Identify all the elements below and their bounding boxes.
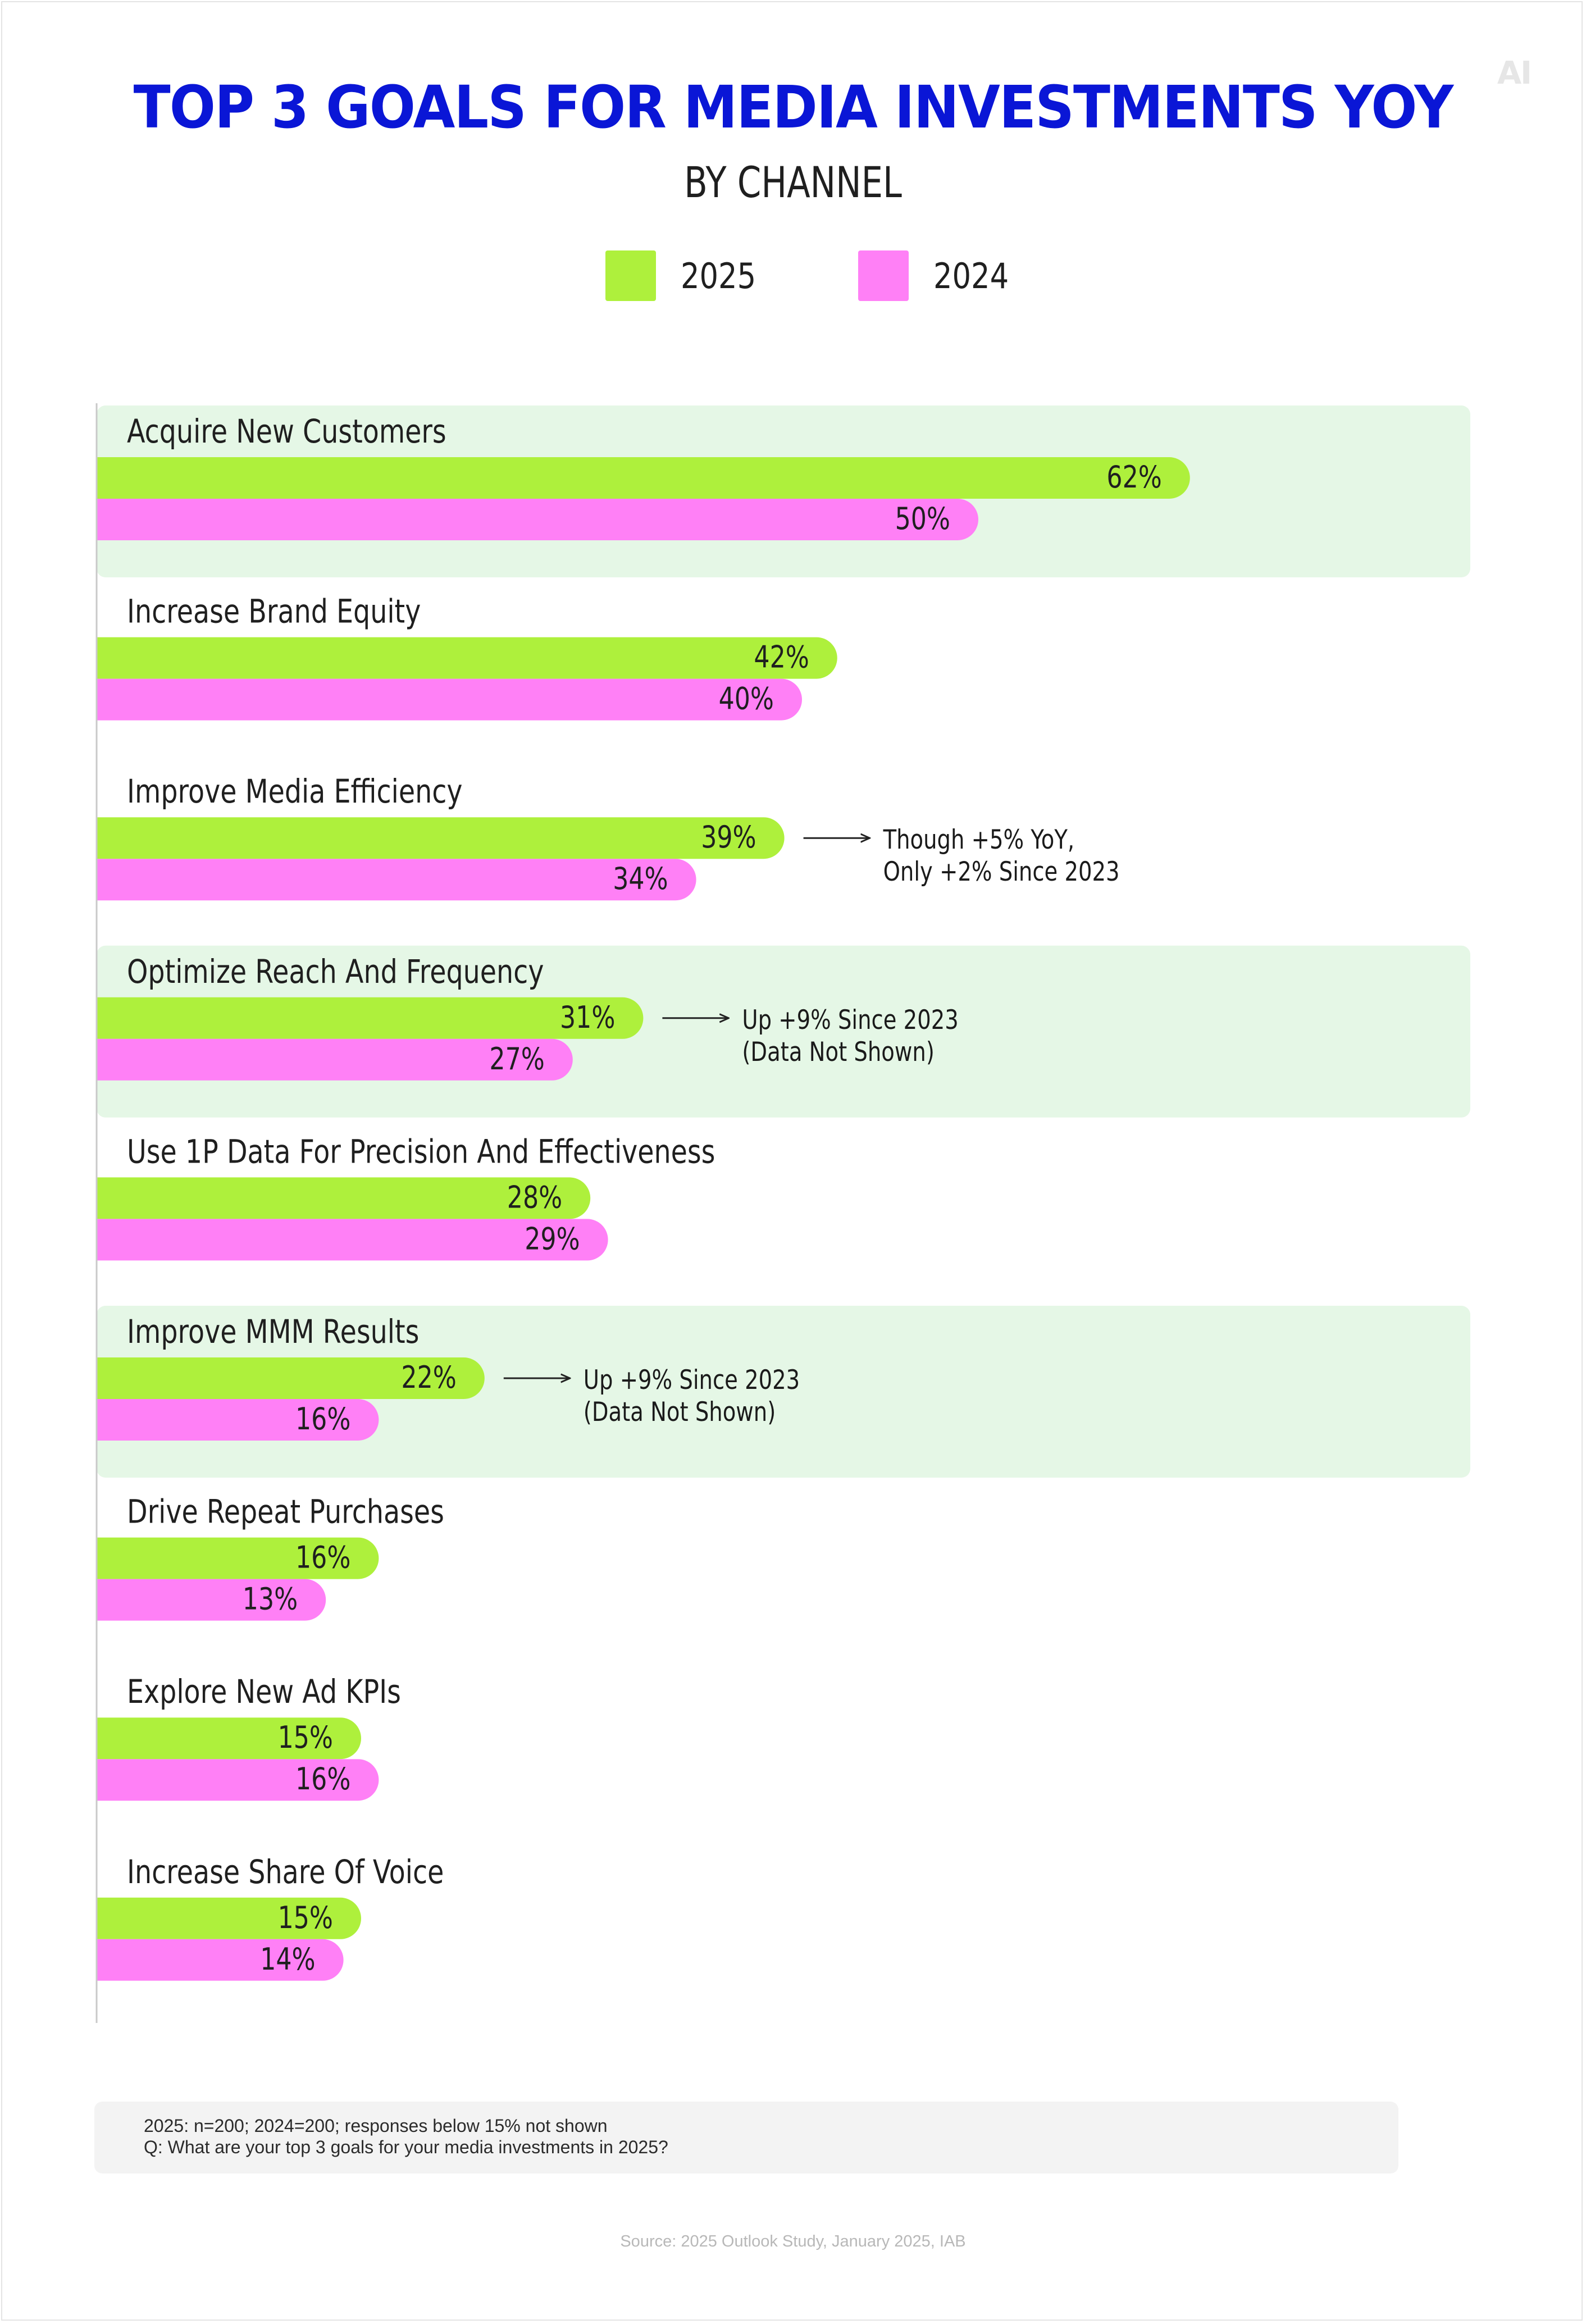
category-label-explore-new-ad-kpis: Explore New Ad KPIs — [127, 1673, 401, 1711]
value-label-2024-optimize-reach-and-frequency: 27% — [489, 1041, 544, 1076]
value-label-2024-use-1p-data-for-precision-and-effectiveness: 29% — [525, 1221, 580, 1256]
legend-swatch-2025 — [605, 250, 656, 301]
chart-subtitle: BY CHANNEL — [684, 157, 902, 207]
category-label-increase-brand-equity: Increase Brand Equity — [127, 593, 421, 631]
category-label-acquire-new-customers: Acquire New Customers — [127, 412, 446, 450]
annotation-1-line-1: Though +5% YoY, — [883, 825, 1074, 856]
value-label-2025-explore-new-ad-kpis: 15% — [278, 1720, 333, 1755]
bar-2025-improve-mmm-results — [97, 1357, 485, 1399]
category-label-improve-media-efficiency: Improve Media Efficiency — [127, 773, 462, 811]
source-note: Source: 2025 Outlook Study, January 2025… — [620, 2232, 966, 2250]
annotation-2-line-1: Up +9% Since 2023 — [742, 1005, 958, 1036]
bar-2024-drive-repeat-purchases — [97, 1579, 326, 1621]
value-label-2024-increase-brand-equity: 40% — [719, 681, 774, 716]
legend-item-2024: 2024 — [858, 250, 1022, 301]
value-label-2025-improve-mmm-results: 22% — [401, 1360, 456, 1395]
legend-item-2025: 2025 — [605, 250, 769, 301]
highlight-band-improve-mmm-results — [97, 1306, 1470, 1478]
bar-2024-improve-mmm-results — [97, 1399, 379, 1441]
legend-label-2025: 2025 — [681, 255, 756, 297]
bar-2025-use-1p-data-for-precision-and-effectiveness — [97, 1177, 591, 1219]
annotation-3-line-1: Up +9% Since 2023 — [584, 1365, 800, 1396]
category-label-use-1p-data-for-precision-and-effectiveness: Use 1P Data For Precision And Effectiven… — [127, 1133, 715, 1171]
value-label-2024-increase-share-of-voice: 14% — [260, 1941, 315, 1976]
category-label-optimize-reach-and-frequency: Optimize Reach And Frequency — [127, 953, 544, 991]
bar-2025-drive-repeat-purchases — [97, 1537, 379, 1579]
bar-chart: Acquire New Customers 62% 50% Increase Bran… — [95, 403, 1470, 2023]
bar-2025-optimize-reach-and-frequency — [97, 997, 644, 1039]
value-label-2025-improve-media-efficiency: 39% — [701, 819, 756, 855]
legend-swatch-2024 — [858, 250, 909, 301]
bar-2024-increase-brand-equity — [97, 678, 803, 721]
bar-2025-increase-share-of-voice — [97, 1897, 361, 1939]
annotation-2-line-2: (Data Not Shown) — [742, 1037, 934, 1068]
value-label-2024-explore-new-ad-kpis: 16% — [295, 1761, 350, 1797]
value-label-2024-improve-media-efficiency: 34% — [613, 861, 668, 896]
legend-label-2024: 2024 — [933, 255, 1009, 297]
value-label-2024-improve-mmm-results: 16% — [295, 1401, 350, 1437]
bar-2024-explore-new-ad-kpis — [97, 1759, 379, 1801]
footnote-box: 2025: n=200; 2024=200; responses below 1… — [94, 2102, 1398, 2173]
value-label-2025-optimize-reach-and-frequency: 31% — [560, 999, 615, 1035]
value-label-2025-drive-repeat-purchases: 16% — [295, 1539, 350, 1575]
value-label-2025-use-1p-data-for-precision-and-effectiveness: 28% — [507, 1179, 562, 1215]
bar-2024-acquire-new-customers — [97, 499, 978, 540]
annotation-1-line-2: Only +2% Since 2023 — [883, 857, 1120, 888]
value-label-2025-acquire-new-customers: 62% — [1106, 459, 1161, 495]
bar-2024-increase-share-of-voice — [97, 1939, 344, 1981]
footnote-question: Q: What are your top 3 goals for your me… — [144, 2137, 668, 2157]
category-label-drive-repeat-purchases: Drive Repeat Purchases — [127, 1493, 444, 1531]
chart-title: TOP 3 GOALS FOR MEDIA INVESTMENTS YOY — [133, 73, 1454, 142]
bar-2025-acquire-new-customers — [97, 457, 1190, 499]
bar-2025-explore-new-ad-kpis — [97, 1717, 361, 1760]
value-label-2024-acquire-new-customers: 50% — [895, 501, 950, 536]
annotation-3-line-2: (Data Not Shown) — [584, 1397, 776, 1428]
value-label-2024-drive-repeat-purchases: 13% — [243, 1581, 298, 1616]
bar-2025-increase-brand-equity — [97, 637, 837, 679]
bar-2025-improve-media-efficiency — [97, 817, 785, 859]
bar-2024-optimize-reach-and-frequency — [97, 1038, 573, 1081]
footnote-sample: 2025: n=200; 2024=200; responses below 1… — [144, 2116, 608, 2136]
brand-logo: AI — [1497, 55, 1532, 92]
bar-2024-improve-media-efficiency — [97, 859, 696, 901]
value-label-2025-increase-share-of-voice: 15% — [278, 1899, 333, 1935]
bar-2024-use-1p-data-for-precision-and-effectiveness — [97, 1219, 608, 1261]
legend: 2025 2024 — [605, 250, 1111, 301]
value-label-2025-increase-brand-equity: 42% — [754, 639, 809, 675]
category-label-improve-mmm-results: Improve MMM Results — [127, 1313, 419, 1351]
category-label-increase-share-of-voice: Increase Share Of Voice — [127, 1853, 444, 1891]
